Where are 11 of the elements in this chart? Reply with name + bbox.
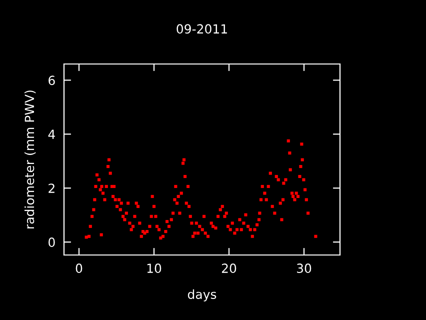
x-tick-label: 30 xyxy=(297,264,312,274)
x-tick-label: 20 xyxy=(222,264,236,274)
y-tick-label: 2 xyxy=(48,184,54,193)
y-tick-label: 0 xyxy=(48,238,55,247)
y-axis-title: radiometer (mm PWV) xyxy=(24,90,36,228)
x-axis-title: days xyxy=(188,289,216,302)
y-tick-label: 6 xyxy=(48,76,55,86)
x-tick-label: 10 xyxy=(147,264,162,274)
chart-title: 09-2011 xyxy=(176,24,227,34)
x-tick-label: 0 xyxy=(76,264,82,274)
y-tick-label: 4 xyxy=(48,130,55,139)
